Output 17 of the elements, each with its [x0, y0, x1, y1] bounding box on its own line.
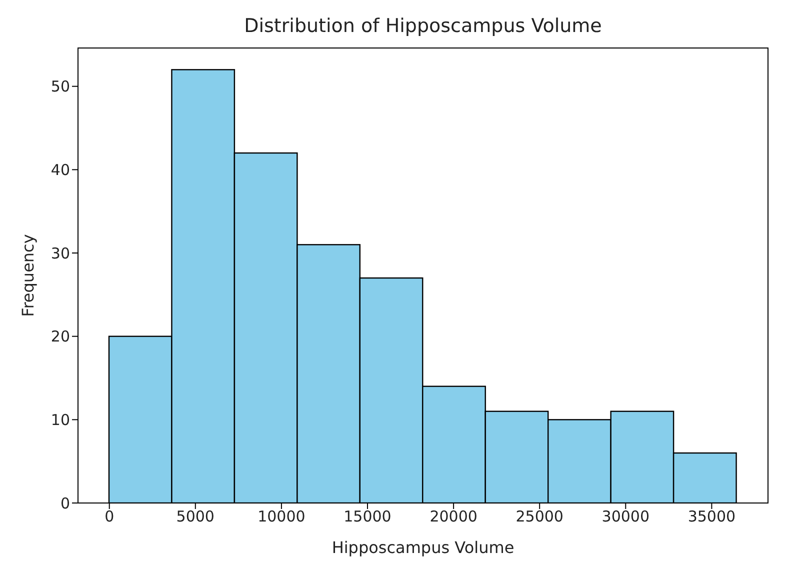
x-tick-label: 35000 — [688, 508, 736, 526]
y-tick-label: 40 — [50, 160, 70, 179]
x-tick-label: 20000 — [430, 508, 478, 526]
x-tick-label: 0 — [104, 508, 114, 526]
x-tick-label: 30000 — [602, 508, 650, 526]
y-tick-label: 10 — [50, 410, 70, 429]
y-axis-title: Frequency — [18, 234, 38, 317]
x-tick-label: 5000 — [176, 508, 214, 526]
x-axis-title: Hipposcampus Volume — [332, 538, 514, 557]
y-tick-label: 0 — [60, 494, 70, 512]
chart-title: Distribution of Hipposcampus Volume — [244, 15, 602, 37]
y-tick-label: 20 — [50, 328, 70, 346]
x-tick-label: 15000 — [344, 508, 392, 526]
y-tick-label: 50 — [50, 78, 70, 96]
x-tick-label: 10000 — [258, 508, 306, 526]
x-tick-label: 25000 — [516, 508, 564, 526]
y-tick-label: 30 — [50, 244, 70, 262]
